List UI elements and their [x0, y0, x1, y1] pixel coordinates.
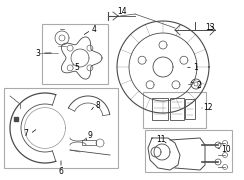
Bar [170, 98, 184, 120]
Text: 2: 2 [197, 80, 201, 89]
Bar [185, 99, 195, 119]
Bar [143, 92, 206, 128]
Text: 11: 11 [156, 136, 166, 145]
Bar [42, 24, 108, 84]
Text: 14: 14 [117, 8, 127, 17]
Text: 1: 1 [194, 64, 198, 73]
Text: 3: 3 [36, 48, 41, 57]
Text: 10: 10 [221, 145, 231, 154]
Text: 4: 4 [92, 26, 96, 35]
Bar [82, 140, 96, 145]
Text: 9: 9 [88, 132, 92, 141]
Text: 6: 6 [59, 166, 63, 176]
Text: 12: 12 [203, 103, 213, 112]
Text: 7: 7 [24, 129, 29, 138]
Text: 8: 8 [96, 100, 100, 109]
Bar [4, 88, 118, 168]
Bar [152, 98, 168, 120]
Text: 5: 5 [75, 64, 80, 73]
Text: 13: 13 [205, 24, 215, 33]
Bar [145, 130, 232, 172]
